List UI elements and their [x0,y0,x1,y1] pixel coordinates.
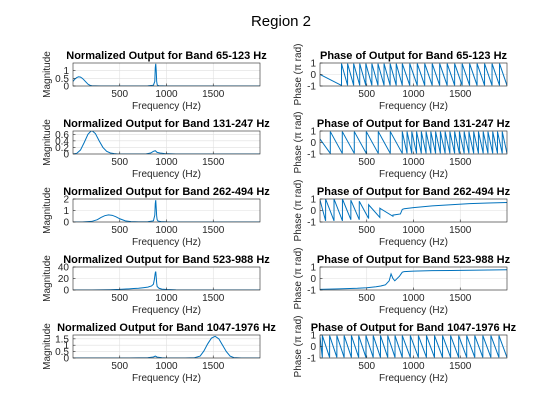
x-tick-label: 1000 [155,293,178,304]
y-tick-label: 0 [310,206,316,217]
y-tick-label: -1 [307,286,316,297]
y-tick-label: 20 [58,274,70,285]
y-tick-label: 0 [310,342,316,353]
y-tick-label: 0 [310,138,316,149]
x-tick-label: 1500 [449,225,472,236]
x-axis-label: Frequency (Hz) [132,237,201,248]
x-tick-label: 500 [111,225,128,236]
subplot-title: Normalized Output for Band 262-494 Hz [63,186,270,198]
subplot-title: Phase of Output for Band 131-247 Hz [317,118,511,130]
subplot-title: Normalized Output for Band 65-123 Hz [66,50,267,62]
x-tick-label: 500 [358,361,375,372]
x-tick-label: 1000 [155,225,178,236]
x-tick-label: 1500 [202,225,225,236]
subplot-title: Phase of Output for Band 523-988 Hz [317,254,511,266]
x-tick-label: 1500 [449,89,472,100]
subplot-title: Normalized Output for Band 1047-1976 Hz [57,322,276,334]
subplot-title: Phase of Output for Band 1047-1976 Hz [311,322,517,334]
y-tick-label: -1 [307,150,316,161]
y-tick-label: 0 [310,70,316,81]
x-tick-label: 1000 [402,89,425,100]
x-tick-label: 1500 [202,293,225,304]
y-tick-label: 1.5 [55,334,69,345]
y-axis-label: Magnitude [42,51,53,98]
x-tick-label: 1000 [402,157,425,168]
x-axis-label: Frequency (Hz) [132,169,201,180]
x-axis-label: Frequency (Hz) [379,305,448,316]
y-axis-label: Phase (π rad) [293,180,304,242]
y-axis-label: Phase (π rad) [293,248,304,310]
x-tick-label: 1000 [402,361,425,372]
y-axis-label: Phase (π rad) [293,44,304,106]
x-axis-label: Frequency (Hz) [132,101,201,112]
x-axis-label: Frequency (Hz) [379,373,448,384]
y-tick-label: 0 [63,286,69,297]
subplot-title: Phase of Output for Band 65-123 Hz [320,50,508,62]
subplot-4: 500 1000 1500 -101Phase of Output for Band … [293,112,511,180]
y-tick-label: 1 [310,127,316,138]
x-tick-label: 500 [358,89,375,100]
x-tick-label: 1500 [202,157,225,168]
x-axis-label: Frequency (Hz) [132,305,201,316]
y-axis-label: Magnitude [42,119,53,166]
x-axis-label: Frequency (Hz) [132,373,201,384]
y-tick-label: 0 [63,218,69,229]
y-axis-label: Magnitude [42,255,53,302]
subplot-10: 500 1000 1500-101Phase of Output for Band … [293,316,517,384]
subplot-2: 500 1000 1500 -101 Phase of Output for Band … [293,44,508,112]
y-tick-label: 1 [310,195,316,206]
x-tick-label: 1000 [155,89,178,100]
x-tick-label: 1000 [155,157,178,168]
y-axis-label: Phase (π rad) [293,316,304,378]
subplot-title: Normalized Output for Band 131-247 Hz [63,118,270,130]
x-tick-label: 1500 [449,361,472,372]
y-axis-label: Phase (π rad) [293,112,304,174]
x-tick-label: 1000 [402,293,425,304]
figure-suptitle: Region 2 [251,13,311,30]
y-tick-label: -1 [307,218,316,229]
x-tick-label: 500 [111,157,128,168]
x-tick-label: 1500 [202,89,225,100]
x-tick-label: 500 [111,293,128,304]
subplot-title: Phase of Output for Band 262-494 Hz [317,186,511,198]
x-tick-label: 1500 [449,293,472,304]
y-tick-label: 0 [310,274,316,285]
y-tick-label: 1 [63,66,69,77]
x-tick-label: 1000 [402,225,425,236]
y-tick-label: 0.6 [55,130,69,141]
y-tick-label: -1 [307,82,316,93]
y-tick-label: 1 [63,206,69,217]
x-tick-label: 1500 [449,157,472,168]
y-tick-label: 1 [310,59,316,70]
x-tick-label: 500 [358,225,375,236]
x-tick-label: 500 [358,293,375,304]
x-tick-label: 1000 [155,361,178,372]
subplot-title: Normalized Output for Band 523-988 Hz [63,254,270,266]
x-tick-label: 500 [111,361,128,372]
x-axis-label: Frequency (Hz) [379,237,448,248]
subplot-1: 500 1000 1500 00.51 Normalized Output for Ba… [42,50,267,112]
x-tick-label: 500 [358,157,375,168]
x-tick-label: 1500 [202,361,225,372]
x-tick-label: 500 [111,89,128,100]
x-axis-label: Frequency (Hz) [379,101,448,112]
x-axis-label: Frequency (Hz) [379,169,448,180]
y-tick-label: 1 [310,263,316,274]
y-axis-label: Magnitude [42,323,53,370]
y-tick-label: -1 [307,354,316,365]
y-axis-label: Magnitude [42,187,53,234]
